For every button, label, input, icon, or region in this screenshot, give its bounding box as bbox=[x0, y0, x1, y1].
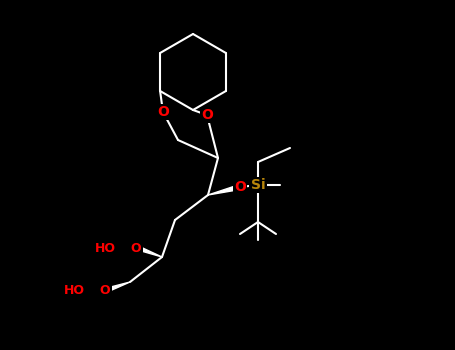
Text: Si: Si bbox=[251, 178, 265, 192]
Polygon shape bbox=[106, 282, 130, 292]
Text: HO: HO bbox=[64, 284, 85, 296]
Text: O: O bbox=[157, 105, 169, 119]
Text: O: O bbox=[100, 284, 110, 296]
Text: O: O bbox=[201, 108, 213, 122]
Text: HO: HO bbox=[95, 241, 116, 254]
Polygon shape bbox=[137, 246, 162, 257]
Polygon shape bbox=[208, 184, 241, 195]
Text: O: O bbox=[234, 180, 246, 194]
Text: O: O bbox=[131, 241, 142, 254]
